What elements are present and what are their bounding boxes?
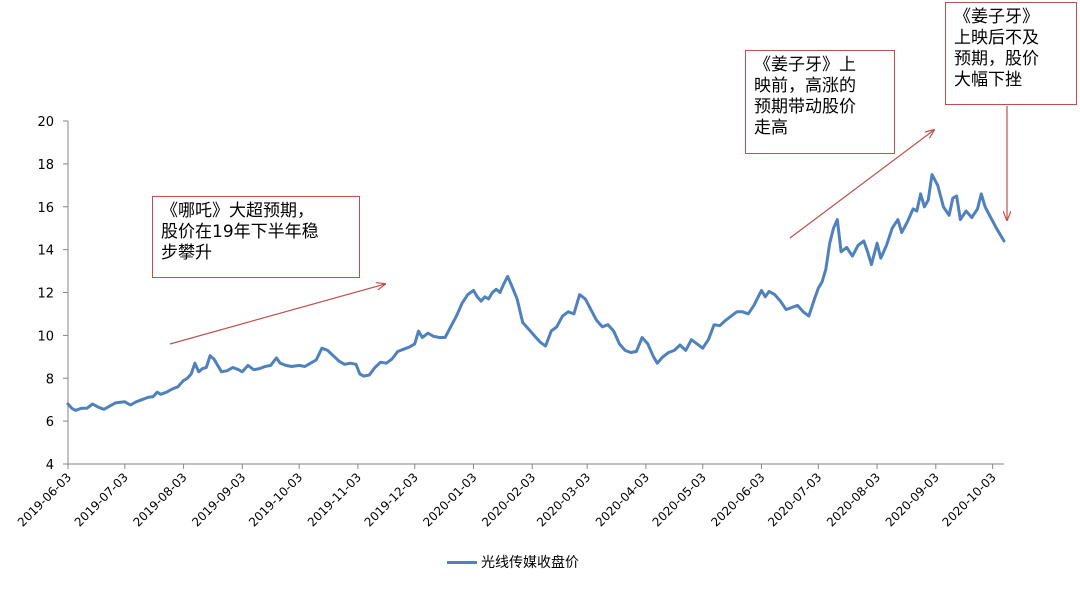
x-tick-label: 2019-10-03 xyxy=(246,470,305,529)
x-tick-label: 2020-07-03 xyxy=(765,470,824,529)
x-tick-label: 2019-06-03 xyxy=(15,470,74,529)
y-tick-label: 14 xyxy=(37,244,54,259)
x-tick-label: 2020-04-03 xyxy=(593,470,652,529)
y-tick-label: 4 xyxy=(46,458,54,473)
x-tick-label: 2020-08-03 xyxy=(824,470,883,529)
annotation-jiang-before: 《姜子牙》上 映前，高涨的 预期带动股价 走高 xyxy=(745,50,895,154)
annotation-arrows xyxy=(169,106,1007,345)
chart-legend: 光线传媒收盘价 xyxy=(447,552,579,572)
y-tick-label: 12 xyxy=(37,287,54,302)
x-tick-label: 2019-11-03 xyxy=(305,470,364,529)
x-tick-label: 2020-03-03 xyxy=(534,470,593,529)
x-tick-label: 2020-10-03 xyxy=(940,470,999,529)
x-tick-label: 2019-12-03 xyxy=(362,470,421,529)
legend-swatch xyxy=(447,560,477,564)
chart-plot xyxy=(66,173,1006,412)
y-tick-label: 6 xyxy=(46,415,54,430)
chart-axes xyxy=(67,121,1004,465)
annotation-nezha: 《哪吒》大超预期， 股价在19年下半年稳 步攀升 xyxy=(152,196,360,278)
x-tick-label: 2019-07-03 xyxy=(72,470,131,529)
y-tick-label: 20 xyxy=(37,115,54,130)
y-tick-label: 10 xyxy=(37,329,54,344)
series-line xyxy=(66,173,1006,412)
x-tick-label: 2020-05-03 xyxy=(650,470,709,529)
x-tick-label: 2019-08-03 xyxy=(130,470,189,529)
x-tick-label: 2019-09-03 xyxy=(189,470,248,529)
annotation-jiang-after: 《姜子牙》 上映后不及 预期，股价 大幅下挫 xyxy=(945,2,1077,105)
arrow-nezha xyxy=(169,284,385,345)
x-tick-label: 2020-09-03 xyxy=(883,470,942,529)
y-tick-label: 8 xyxy=(46,372,54,387)
arrow-jiang-before xyxy=(789,130,934,239)
x-tick-label: 2020-02-03 xyxy=(479,470,538,529)
y-tick-label: 16 xyxy=(37,201,54,216)
y-tick-label: 18 xyxy=(37,158,54,173)
legend-label: 光线传媒收盘价 xyxy=(481,555,579,571)
x-tick-label: 2020-01-03 xyxy=(420,470,479,529)
x-tick-label: 2020-06-03 xyxy=(708,470,767,529)
